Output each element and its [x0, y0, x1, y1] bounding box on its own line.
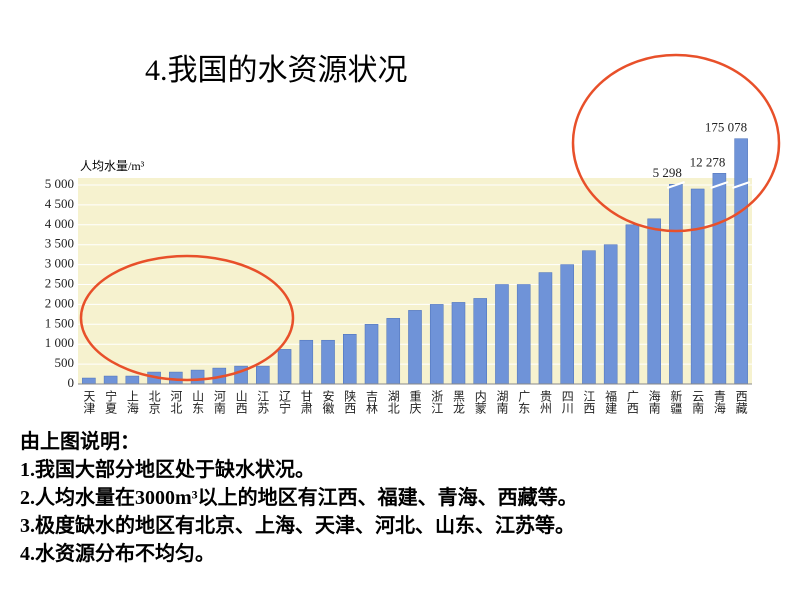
x-tick-label: 山东 [191, 390, 205, 414]
chart: 0 500 1 000 1 500 2 000 2 500 3 000 3 500 4 000 4… [45, 120, 752, 415]
bar [256, 365, 270, 385]
bar [538, 272, 553, 385]
y-tick-label: 1 500 [45, 315, 74, 330]
x-tick-label: 黑龙 [451, 390, 465, 414]
bar [690, 188, 705, 385]
bar [625, 224, 640, 385]
bar [82, 377, 96, 385]
x-tick-label: 湖南 [495, 389, 509, 414]
bar [603, 244, 618, 385]
y-tick-label: 4 500 [45, 196, 74, 211]
note-line: 1.我国大部分地区处于缺水状况。 [20, 457, 315, 481]
value-label: 12 278 [690, 154, 726, 169]
bar [343, 334, 357, 385]
note-line: 2.人均水量在3000m³以上的地区有江西、福建、青海、西藏等。 [20, 485, 578, 509]
x-tick-label: 云南 [691, 390, 705, 414]
value-label: 5 298 [653, 165, 682, 180]
highlight-circle [79, 254, 295, 382]
y-tick-label: 2 500 [45, 275, 74, 290]
x-tick-label: 辽宁 [278, 390, 292, 414]
x-tick-label: 浙江 [430, 390, 444, 414]
bar [103, 375, 118, 385]
bar [560, 264, 574, 385]
bar [647, 218, 661, 385]
x-tick-label: 甘肃 [299, 390, 313, 415]
note-line: 4.水资源分布不均匀。 [20, 541, 215, 565]
x-tick-label: 广东 [517, 390, 531, 414]
x-tick-label: 安徽 [321, 389, 335, 414]
axis-break [666, 181, 685, 189]
x-tick-label: 内蒙 [473, 390, 487, 414]
bar [429, 304, 444, 385]
notes-heading: 由上图说明： [20, 429, 140, 453]
x-tick-label: 天津 [82, 390, 96, 414]
bar [712, 173, 727, 385]
x-tick-label: 江西 [582, 390, 596, 414]
y-tick-label: 5 000 [45, 176, 74, 191]
x-tick-label: 福建 [604, 389, 618, 415]
bar [582, 250, 596, 385]
y-tick-label: 2 000 [45, 295, 74, 310]
slide-title: 4.我国的水资源状况 [145, 54, 408, 87]
bar [169, 371, 183, 385]
highlight-circle [571, 53, 781, 233]
x-tick-label: 河北 [169, 390, 183, 415]
note-line: 3.极度缺水的地区有北京、上海、天津、河北、山东、江苏等。 [20, 513, 575, 537]
bar [299, 339, 314, 385]
x-tick-label: 海南 [647, 389, 661, 414]
y-tick-label: 3 500 [45, 236, 74, 251]
x-tick-label: 吉林 [365, 390, 379, 414]
x-tick-label: 山西 [234, 390, 248, 414]
bar [495, 284, 509, 385]
x-tick-label: 西藏 [734, 390, 748, 415]
x-tick-label: 青海 [712, 390, 726, 414]
y-tick-label: 1 000 [45, 335, 74, 350]
value-label: 175 078 [705, 120, 747, 135]
bar [277, 349, 292, 385]
x-tick-label: 四川 [560, 390, 574, 414]
bar [386, 318, 401, 385]
bar [473, 298, 487, 385]
bar [516, 284, 531, 385]
bar [190, 369, 205, 385]
axis-break [732, 181, 751, 189]
y-axis-label: 人均水量/m³ [80, 159, 145, 173]
bar [669, 183, 683, 385]
y-tick-label: 500 [55, 355, 75, 370]
y-tick-label: 4 000 [45, 216, 74, 231]
bar [364, 324, 379, 385]
bar [321, 339, 335, 385]
y-tick-label: 0 [68, 375, 75, 390]
x-tick-label: 贵州 [538, 390, 552, 414]
bar [734, 138, 748, 385]
x-tick-label: 江苏 [256, 390, 270, 414]
bar [125, 375, 140, 385]
bar [451, 302, 466, 385]
x-tick-label: 河南 [212, 390, 226, 414]
x-tick-label: 北京 [147, 390, 161, 415]
bar [408, 310, 422, 385]
x-tick-label: 宁夏 [104, 389, 118, 414]
x-tick-label: 陕西 [343, 389, 357, 414]
x-tick-label: 湖北 [386, 389, 400, 415]
x-tick-label: 重庆 [408, 390, 422, 414]
x-tick-label: 新疆 [669, 389, 683, 414]
axis-break [710, 181, 729, 189]
y-tick-label: 3 000 [45, 256, 74, 271]
x-tick-label: 上海 [125, 390, 139, 414]
x-tick-label: 广西 [625, 390, 639, 414]
